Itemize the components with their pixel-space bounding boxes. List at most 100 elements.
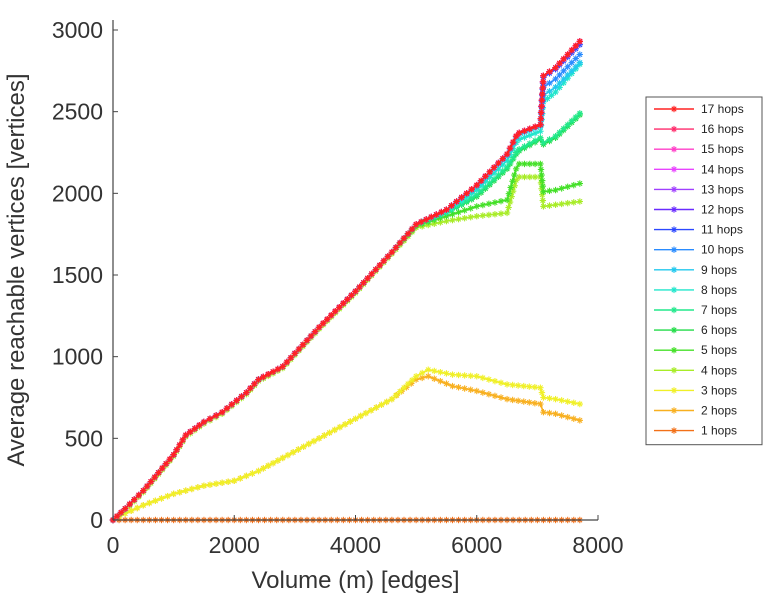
legend-marker bbox=[670, 246, 678, 253]
legend-marker bbox=[670, 266, 678, 273]
data-point bbox=[251, 380, 258, 388]
data-point bbox=[539, 197, 547, 204]
data-point bbox=[491, 211, 499, 218]
data-point bbox=[212, 480, 220, 487]
data-point bbox=[269, 459, 277, 467]
data-point bbox=[376, 262, 383, 269]
data-point bbox=[538, 389, 546, 396]
legend: 17 hops 16 hops 15 hops 14 hops 13 hops 12 ho… bbox=[645, 96, 763, 446]
data-point bbox=[576, 417, 584, 424]
legend-marker bbox=[670, 367, 678, 374]
data-point bbox=[564, 63, 571, 70]
legend-marker bbox=[670, 427, 678, 434]
data-point bbox=[438, 208, 445, 216]
data-point bbox=[503, 164, 511, 171]
data-point bbox=[159, 464, 166, 472]
data-point bbox=[497, 210, 505, 217]
legend-label: 1 hops bbox=[701, 424, 737, 438]
legend-label: 11 hops bbox=[701, 223, 743, 237]
data-point bbox=[223, 405, 231, 412]
legend-marker bbox=[670, 407, 678, 414]
data-point bbox=[526, 125, 533, 133]
y-tick-label: 2000 bbox=[52, 180, 103, 206]
data-point bbox=[552, 410, 559, 418]
data-point bbox=[443, 380, 450, 387]
data-point bbox=[274, 457, 282, 464]
data-point bbox=[473, 387, 480, 395]
data-point bbox=[560, 55, 567, 63]
data-point bbox=[505, 190, 513, 197]
legend-box bbox=[645, 96, 763, 446]
data-point bbox=[231, 477, 238, 484]
data-point bbox=[537, 384, 544, 391]
y-axis-title: Average reachable vertices [vertices] bbox=[3, 73, 30, 466]
data-point bbox=[443, 206, 450, 213]
data-point bbox=[497, 379, 505, 386]
data-point bbox=[556, 71, 563, 79]
legend-entry: 3 hops bbox=[654, 383, 737, 397]
data-point bbox=[473, 373, 480, 380]
legend-marker bbox=[670, 347, 678, 354]
data-point bbox=[331, 426, 338, 434]
legend-entry: 5 hops bbox=[654, 343, 737, 357]
data-point bbox=[521, 143, 528, 150]
legend-label: 16 hops bbox=[701, 122, 744, 136]
legend-label: 12 hops bbox=[701, 203, 744, 217]
data-point bbox=[576, 59, 584, 66]
data-point bbox=[546, 187, 553, 195]
y-tick-label: 3000 bbox=[52, 17, 103, 43]
data-point bbox=[546, 88, 553, 95]
data-point bbox=[568, 59, 575, 66]
data-point bbox=[378, 401, 385, 408]
data-point bbox=[200, 418, 208, 426]
series-line bbox=[112, 53, 581, 521]
data-point bbox=[537, 134, 544, 141]
data-point bbox=[295, 345, 303, 353]
data-point bbox=[291, 350, 299, 357]
data-point bbox=[461, 372, 468, 379]
data-point bbox=[514, 382, 522, 389]
data-point bbox=[243, 389, 250, 396]
series-line bbox=[112, 40, 581, 521]
data-point bbox=[479, 212, 487, 219]
data-point bbox=[212, 412, 220, 419]
data-point bbox=[526, 140, 533, 147]
data-point bbox=[531, 400, 539, 407]
data-point bbox=[572, 42, 579, 49]
data-point bbox=[249, 470, 256, 477]
legend-marker bbox=[670, 125, 678, 133]
data-point bbox=[485, 200, 493, 207]
series-12-hops bbox=[109, 38, 584, 524]
data-point bbox=[182, 431, 189, 439]
series-14-hops bbox=[109, 38, 584, 524]
data-point bbox=[206, 415, 214, 422]
series-line bbox=[112, 40, 581, 521]
data-point bbox=[152, 497, 159, 504]
data-point bbox=[140, 487, 147, 494]
data-point bbox=[520, 398, 527, 405]
legend-entry: 16 hops bbox=[654, 122, 744, 136]
data-point bbox=[537, 109, 545, 116]
data-point bbox=[368, 270, 375, 278]
data-point bbox=[428, 213, 435, 221]
data-point bbox=[515, 146, 523, 153]
data-point bbox=[408, 376, 416, 384]
data-point bbox=[509, 396, 516, 404]
data-point bbox=[526, 399, 533, 406]
data-point bbox=[552, 186, 559, 194]
data-point bbox=[408, 225, 416, 233]
data-point bbox=[552, 83, 559, 91]
data-point bbox=[558, 200, 565, 208]
data-point bbox=[360, 279, 367, 286]
data-point bbox=[503, 196, 511, 204]
data-point bbox=[373, 404, 380, 411]
legend-marker bbox=[670, 226, 678, 233]
data-point bbox=[509, 138, 517, 146]
data-point bbox=[495, 159, 502, 167]
legend-label: 14 hops bbox=[701, 162, 744, 176]
data-point bbox=[243, 472, 250, 480]
data-point bbox=[520, 382, 527, 390]
data-point bbox=[552, 75, 559, 83]
data-point bbox=[279, 363, 286, 370]
data-point bbox=[176, 441, 183, 449]
